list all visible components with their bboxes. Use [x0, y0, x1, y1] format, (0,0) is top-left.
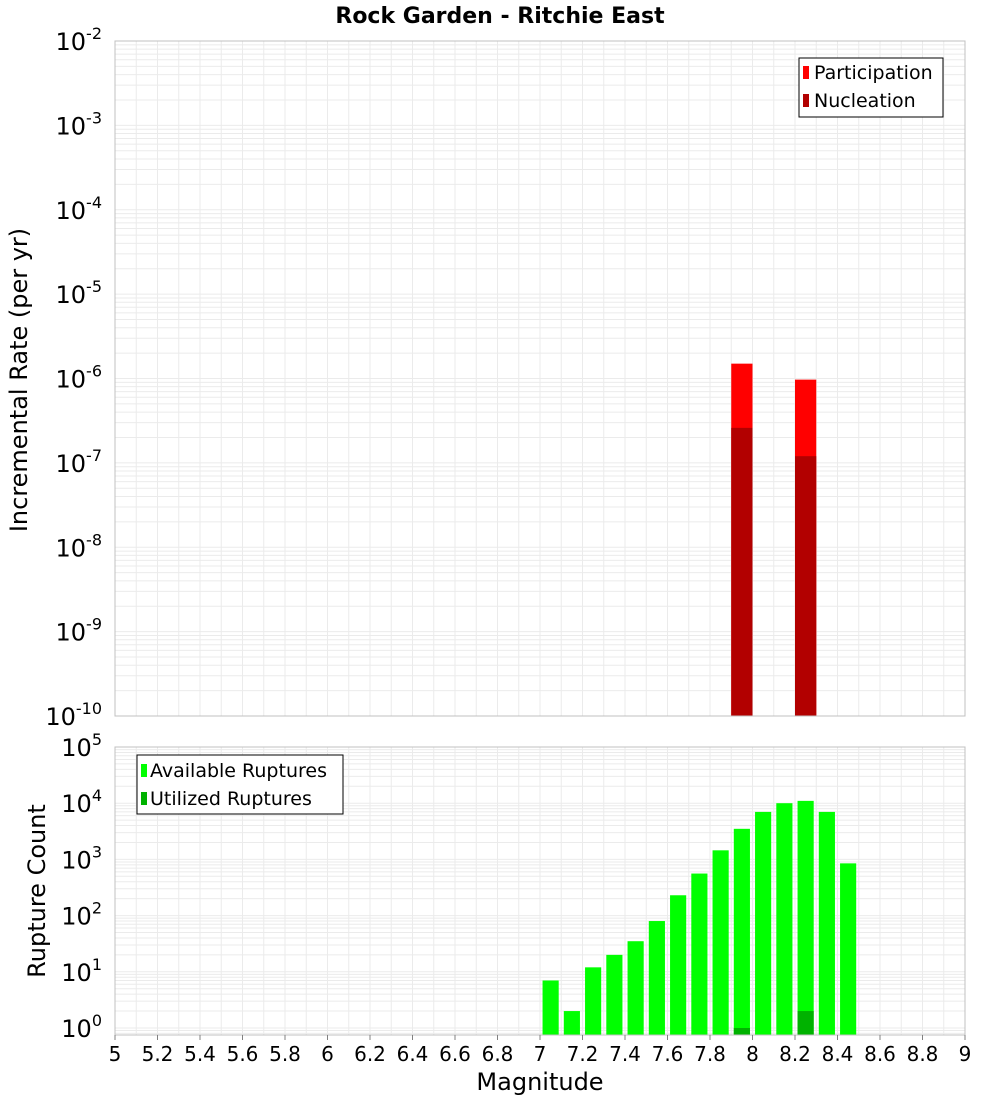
x-tick-label: 5.8: [269, 1042, 301, 1066]
x-tick-label: 5.2: [142, 1042, 174, 1066]
available-ruptures-bar: [818, 811, 835, 1035]
available-ruptures-bar: [755, 811, 772, 1035]
nucleation-legend-swatch: [803, 94, 809, 107]
utilized-ruptures-bar: [797, 1011, 814, 1035]
available-legend-label: Available Ruptures: [150, 760, 327, 782]
available-ruptures-bar: [840, 863, 857, 1035]
rate-y-tick-label: 10-2: [56, 24, 103, 56]
count-axis-label: Rupture Count: [23, 804, 51, 978]
utilized-legend-label: Utilized Ruptures: [150, 788, 312, 810]
x-tick-label: 6.2: [354, 1042, 386, 1066]
x-tick-label: 7.2: [567, 1042, 599, 1066]
x-tick-label: 9: [959, 1042, 972, 1066]
x-tick-label: 6.8: [482, 1042, 514, 1066]
rate-y-tick-label: 10-8: [56, 530, 103, 562]
x-tick-label: 6.6: [439, 1042, 471, 1066]
rate-y-tick-label: 10-4: [56, 193, 103, 225]
count-y-tick-label: 104: [61, 786, 102, 818]
x-tick-label: 7.8: [694, 1042, 726, 1066]
utilized-legend-swatch: [141, 792, 147, 805]
rate-panel-grid: [114, 41, 966, 717]
available-ruptures-bar: [585, 967, 602, 1035]
count-legend: Available Ruptures Utilized Ruptures: [136, 754, 344, 815]
x-tick-label: 8.8: [907, 1042, 939, 1066]
rate-y-tick-label: 10-6: [56, 362, 103, 394]
x-tick-label: 7.4: [609, 1042, 641, 1066]
x-tick-label: 8: [746, 1042, 759, 1066]
nucleation-bar: [795, 456, 817, 716]
rate-panel-bars: [731, 363, 817, 716]
rate-axis-label: Incremental Rate (per yr): [5, 228, 33, 532]
count-y-tick-label: 100: [61, 1011, 102, 1043]
available-ruptures-bar: [627, 941, 644, 1035]
rate-legend-box: [798, 57, 944, 118]
utilized-ruptures-bar: [733, 1027, 750, 1035]
x-tick-label: 8.6: [864, 1042, 896, 1066]
count-panel-y-ticks: 100 101 102 103 104 105: [61, 730, 102, 1043]
rate-legend: Participation Nucleation: [798, 57, 944, 118]
x-tick-label: 6: [321, 1042, 334, 1066]
count-y-tick-label: 102: [61, 899, 102, 931]
available-ruptures-bar: [712, 850, 729, 1035]
rate-y-tick-label: 10-3: [56, 108, 103, 140]
available-ruptures-bar: [670, 895, 687, 1035]
x-tick-label: 8.4: [822, 1042, 854, 1066]
count-panel: 100 101 102 103 104 105 5 5.2 5.4 5.6 5.8 6 6.2 6.4 6…: [23, 730, 971, 1096]
rate-y-tick-label: 10-9: [56, 615, 103, 647]
count-y-tick-label: 103: [61, 842, 102, 874]
available-ruptures-bar: [606, 954, 623, 1035]
rate-y-tick-label: 10-7: [56, 446, 103, 478]
available-ruptures-bar: [733, 828, 750, 1035]
x-tick-label: 7: [534, 1042, 547, 1066]
x-tick-label: 7.6: [652, 1042, 684, 1066]
nucleation-legend-label: Nucleation: [814, 90, 916, 112]
participation-legend-label: Participation: [814, 62, 933, 84]
nucleation-bar: [731, 427, 753, 716]
chart-title: Rock Garden - Ritchie East: [335, 4, 665, 29]
available-legend-swatch: [141, 764, 147, 777]
x-tick-label: 5.4: [184, 1042, 216, 1066]
participation-legend-swatch: [803, 66, 809, 79]
count-y-tick-label: 105: [61, 730, 102, 762]
count-panel-bars: [542, 800, 857, 1035]
count-legend-box: [136, 754, 344, 815]
available-ruptures-bar: [563, 1011, 580, 1035]
available-ruptures-bar: [691, 873, 708, 1035]
count-y-tick-label: 101: [61, 955, 102, 987]
available-ruptures-bar: [648, 921, 665, 1035]
available-ruptures-bar: [542, 980, 559, 1035]
rate-y-tick-label: 10-5: [56, 277, 103, 309]
x-axis-label: Magnitude: [476, 1068, 603, 1096]
x-tick-label: 6.4: [397, 1042, 429, 1066]
x-tick-label: 5: [109, 1042, 122, 1066]
rate-panel-frame: [114, 40, 966, 717]
x-tick-label: 5.6: [227, 1042, 259, 1066]
rate-panel-y-ticks: 10-10 10-9 10-8 10-7 10-6 10-5 10-4 10-3 10-2: [45, 24, 102, 731]
rate-panel: 10-10 10-9 10-8 10-7 10-6 10-5 10-4 10-3 10-2 In…: [5, 24, 966, 731]
x-axis-ticks: 5 5.2 5.4 5.6 5.8 6 6.2 6.4 6.6 6.8 7 7.2 7.4 7.6 7.8 8…: [109, 1035, 972, 1066]
available-ruptures-bar: [797, 800, 814, 1035]
available-ruptures-bar: [776, 803, 793, 1035]
rate-y-tick-label: 10-10: [45, 699, 102, 731]
x-tick-label: 8.2: [779, 1042, 811, 1066]
